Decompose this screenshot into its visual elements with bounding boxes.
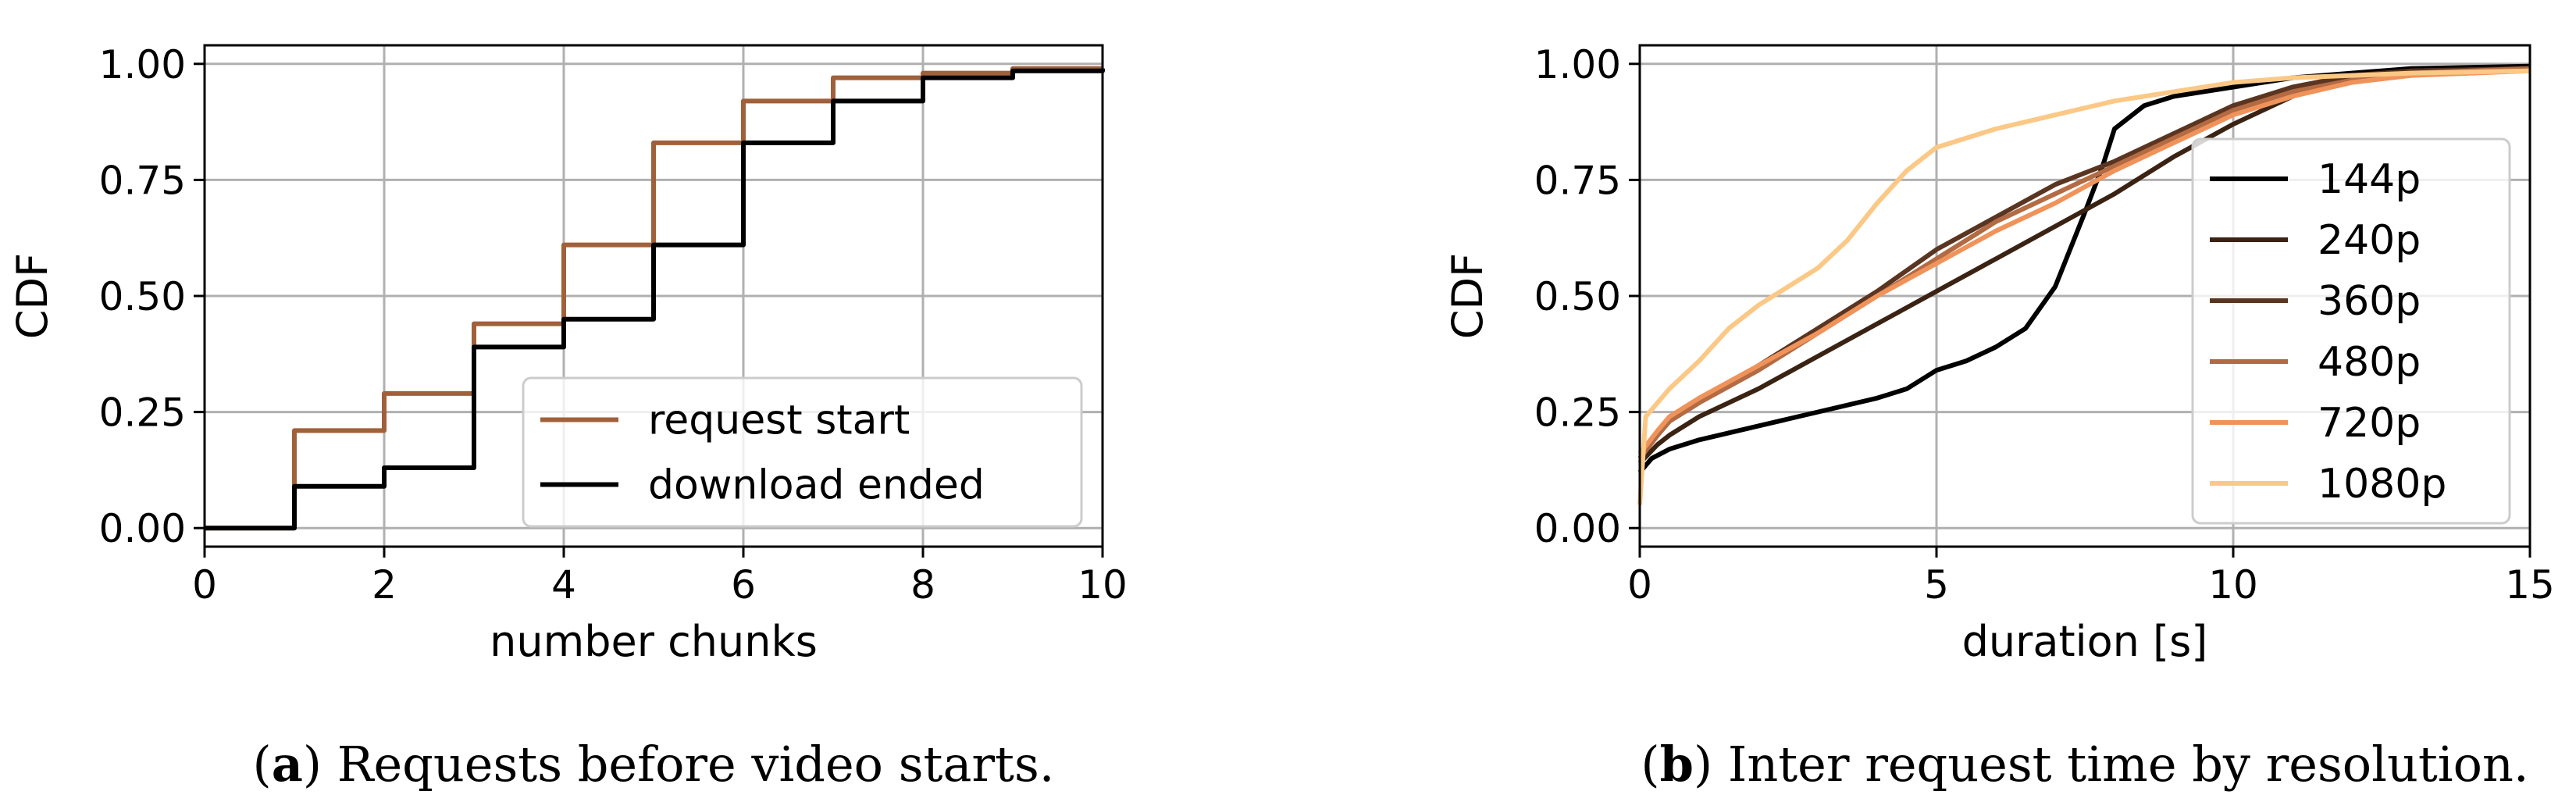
legend-label: 720p	[2318, 400, 2421, 447]
panel-caption: (b) Inter request time by resolution.	[1641, 736, 2528, 793]
series-line-480p	[1637, 66, 2531, 460]
x-axis-label: number chunks	[490, 617, 818, 666]
series-line-download-ended	[205, 68, 1105, 531]
x-tick-label: 5	[1924, 562, 1949, 608]
x-axis-label: duration [s]	[1962, 617, 2208, 666]
series-line-720p	[1637, 68, 2531, 455]
legend-label: request start	[648, 397, 910, 444]
caption-open: (	[1641, 736, 1659, 793]
y-tick-label: 0.50	[99, 274, 186, 319]
legend-label: 480p	[2318, 339, 2421, 386]
caption-open: (	[253, 736, 272, 793]
x-tick-label: 10	[1078, 562, 1128, 608]
caption-text: ) Inter request time by resolution.	[1694, 736, 2529, 793]
x-tick-label: 4	[551, 562, 576, 608]
y-tick-label: 0.75	[1534, 158, 1621, 203]
y-tick-label: 0.00	[1534, 506, 1621, 551]
x-tick-label: 0	[192, 562, 217, 608]
y-tick-label: 1.00	[1534, 42, 1621, 87]
y-tick-label: 0.75	[99, 158, 186, 203]
legend: request start download ended	[522, 376, 1083, 528]
panel-caption: (a) Requests before video starts.	[253, 736, 1055, 793]
y-axis-label: CDF	[8, 253, 57, 339]
x-tick-label: 2	[372, 562, 397, 608]
panel-a: 0 2 4 6 8 10 0.00 0.25 0.50 0.75 1.00 number chunks…	[8, 42, 1128, 793]
y-axis-label: CDF	[1443, 253, 1492, 339]
y-tick-label: 0.25	[1534, 390, 1621, 436]
legend-label: 240p	[2318, 217, 2421, 264]
legend: 144p 240p 360p 480p 720p 1080p	[2191, 137, 2511, 525]
caption-letter: b	[1660, 736, 1694, 793]
y-tick-label: 0.50	[1534, 274, 1621, 319]
legend-label: download ended	[648, 462, 985, 509]
legend-label: 1080p	[2318, 461, 2446, 508]
x-tick-label: 10	[2208, 562, 2258, 608]
legend-label: 144p	[2318, 156, 2421, 203]
caption-letter: a	[272, 736, 303, 793]
x-tick-label: 8	[910, 562, 935, 608]
legend-label: 360p	[2318, 278, 2421, 325]
series-line-144p	[1637, 63, 2531, 474]
series-line-request-start	[205, 66, 1103, 531]
caption-text: ) Requests before video starts.	[303, 736, 1055, 793]
legend-box	[2191, 137, 2511, 525]
y-tick-label: 0.25	[99, 390, 186, 436]
y-tick-label: 0.00	[99, 506, 186, 551]
x-tick-label: 15	[2505, 562, 2555, 608]
series-line-1080p	[1637, 68, 2531, 505]
legend-box	[522, 376, 1083, 528]
panel-b: 0 5 10 15 0.00 0.25 0.50 0.75 1.00 duration [s] CD…	[1443, 42, 2555, 793]
x-tick-label: 0	[1627, 562, 1652, 608]
x-tick-label: 6	[731, 562, 756, 608]
y-tick-label: 1.00	[99, 42, 186, 87]
